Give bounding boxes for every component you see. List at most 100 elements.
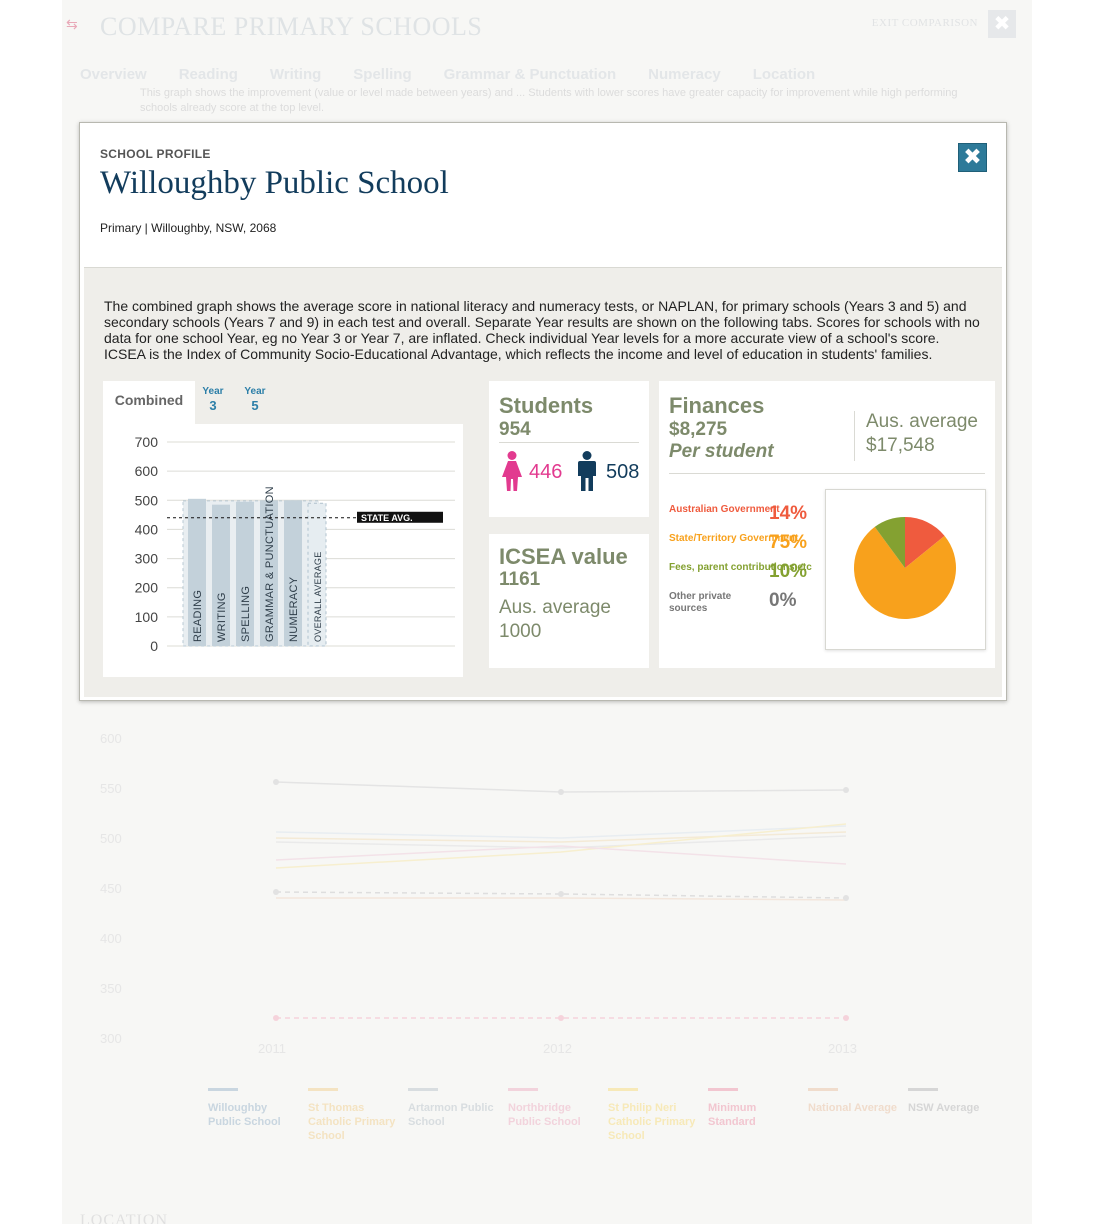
students-divider	[499, 442, 639, 443]
state-average-tag	[357, 511, 443, 523]
finances-avg-value: $17,548	[866, 435, 935, 456]
funding-label-federal: Australian Government	[669, 504, 780, 515]
funding-pct-state: 75%	[769, 532, 808, 553]
background-legend: Willoughby Public School St Thomas Cathol…	[208, 1088, 1008, 1168]
tab-combined[interactable]: Combined	[103, 381, 195, 426]
bar	[212, 504, 230, 646]
bg-ytick: 400	[100, 931, 122, 946]
finances-card: Finances $8,275 Per student Aus. average…	[659, 381, 995, 668]
background-chart-lines	[275, 781, 847, 1019]
tab-year-5[interactable]: Year 5	[238, 381, 272, 426]
nav-overview[interactable]: Overview	[80, 66, 147, 83]
legend-swatch	[708, 1088, 738, 1091]
pie-slice	[854, 526, 956, 619]
y-tick-label: 0	[150, 638, 158, 654]
nav-reading[interactable]: Reading	[178, 66, 238, 83]
bar-label: OVERALL AVERAGE	[313, 551, 323, 642]
close-icon[interactable]: ✖	[958, 143, 987, 172]
female-count: 446	[529, 461, 563, 483]
legend-swatch	[208, 1088, 238, 1091]
bar-label: WRITING	[216, 592, 228, 642]
funding-label-state: State/Territory Government	[669, 533, 799, 544]
tab-year-3[interactable]: Year 3	[196, 381, 230, 426]
male-count: 508	[606, 461, 640, 483]
nav-spelling[interactable]: Spelling	[353, 66, 412, 83]
background-nav: Overview Reading Writing Spelling Gramma…	[80, 66, 847, 86]
legend-label: St Philip Neri Catholic Primary School	[608, 1102, 696, 1142]
funding-pct-federal: 14%	[769, 503, 808, 524]
nav-grammar[interactable]: Grammar & Punctuation	[443, 66, 617, 83]
naplan-chart-card: Combined Year 3 Year 5 0 100 200 300 400 500 6…	[103, 381, 465, 677]
nav-location[interactable]: Location	[752, 66, 816, 83]
pie-slice	[905, 517, 945, 568]
female-students: 446	[501, 451, 562, 491]
legend-item: St Philip Neri Catholic Primary School	[608, 1088, 698, 1143]
bg-xtick: 2012	[543, 1041, 572, 1056]
finances-vertical-divider	[854, 411, 855, 461]
legend-item: Willoughby Public School	[208, 1088, 298, 1129]
finances-divider	[669, 473, 985, 474]
icsea-avg-label: Aus. average	[499, 597, 611, 618]
bar	[260, 500, 278, 646]
legend-item: NSW Average	[908, 1088, 998, 1115]
students-title: Students	[499, 393, 594, 418]
legend-swatch	[908, 1088, 938, 1091]
legend-label: National Average	[808, 1102, 898, 1114]
legend-swatch	[808, 1088, 838, 1091]
finances-amount: $8,275	[669, 419, 728, 440]
school-subtitle: Primary | Willoughby, NSW, 2068	[100, 221, 277, 235]
exit-close-icon[interactable]: ✖	[988, 10, 1016, 38]
background-note: This graph shows the improvement (value …	[140, 87, 958, 114]
legend-item: National Average	[808, 1088, 898, 1115]
funding-pie-chart	[854, 517, 956, 619]
bar-label: GRAMMAR & PUNCTUATION	[264, 486, 276, 642]
legend-item: St Thomas Catholic Primary School	[308, 1088, 398, 1143]
funding-pct-private: 0%	[769, 590, 797, 611]
nav-numeracy[interactable]: Numeracy	[648, 66, 721, 83]
y-tick-label: 200	[135, 580, 159, 596]
background-chart-points	[273, 779, 849, 1021]
background-section-title: LOCATION	[80, 1212, 168, 1224]
funding-label-private: Other private sources	[669, 591, 732, 614]
bg-xtick: 2011	[258, 1041, 286, 1056]
finances-avg-label: Aus. average	[866, 411, 978, 432]
icsea-title: ICSEA value	[499, 544, 628, 569]
y-tick-label: 600	[135, 463, 159, 479]
y-tick-label: 300	[135, 551, 159, 567]
bg-ytick: 600	[100, 731, 122, 746]
bar-label: READING	[192, 590, 204, 642]
tab-year-5-num: 5	[251, 398, 259, 413]
legend-swatch	[508, 1088, 538, 1091]
male-students: 508	[577, 451, 639, 491]
bg-ytick: 550	[100, 781, 122, 796]
legend-label: Minimum Standard	[708, 1102, 757, 1128]
female-icon	[502, 451, 522, 491]
tab-year-5-label: Year	[244, 386, 266, 397]
legend-label: NSW Average	[908, 1102, 980, 1114]
state-average-label: STATE AVG.	[361, 513, 413, 523]
pie-slice	[874, 517, 905, 568]
students-card: Students 954 446 508	[489, 381, 649, 517]
legend-swatch	[308, 1088, 338, 1091]
funding-pie-box	[825, 489, 986, 650]
legend-item: Northbridge Public School	[508, 1088, 598, 1129]
bar	[284, 500, 302, 646]
exit-comparison-link[interactable]: EXIT COMPARISON	[871, 17, 978, 29]
y-tick-label: 400	[135, 521, 159, 537]
bg-ytick: 300	[100, 1031, 122, 1046]
funding-pct-fees: 10%	[769, 561, 808, 582]
bg-ytick: 450	[100, 881, 122, 896]
legend-label: Northbridge Public School	[508, 1102, 581, 1128]
bg-ytick: 350	[100, 981, 122, 996]
students-total: 954	[499, 419, 531, 440]
bar-label: SPELLING	[240, 586, 252, 642]
icsea-avg-value: 1000	[499, 621, 542, 642]
nav-writing[interactable]: Writing	[269, 66, 322, 83]
icsea-value: 1161	[499, 569, 541, 590]
chart-panel: 0 100 200 300 400 500 600 700 READING WRITING SPEL…	[103, 424, 463, 677]
background-title: COMPARE PRIMARY SCHOOLS	[100, 12, 483, 41]
bar	[188, 498, 206, 646]
legend-item: Minimum Standard	[708, 1088, 798, 1129]
y-tick-label: 100	[135, 609, 159, 625]
legend-item: Artarmon Public School	[408, 1088, 498, 1129]
